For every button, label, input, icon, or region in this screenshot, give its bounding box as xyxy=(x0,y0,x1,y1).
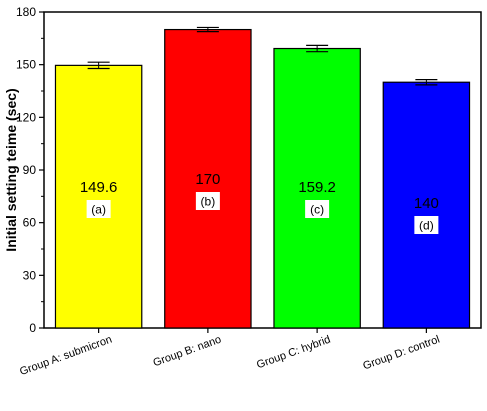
y-tick-label: 180 xyxy=(16,5,36,19)
letter-label: (c) xyxy=(310,203,324,217)
bar xyxy=(382,81,471,329)
letter-label: (a) xyxy=(91,203,106,217)
x-tick-label: Group D: control xyxy=(361,334,441,373)
letter-label: (d) xyxy=(419,219,434,233)
x-axis: Group A: submicron Group B: nano Group C: … xyxy=(18,328,441,378)
bars-group: 149.6 (a) 170 (b) 159.2 (c) 140 (d) xyxy=(54,26,471,329)
letter-badge xyxy=(414,216,439,234)
letter-label: (b) xyxy=(201,195,216,209)
data-label: 159.2 xyxy=(298,179,336,196)
y-tick-label: 90 xyxy=(23,163,37,177)
data-label: 170 xyxy=(195,171,220,188)
letter-badge xyxy=(305,200,330,218)
bar xyxy=(273,47,361,329)
y-tick-label: 60 xyxy=(23,216,37,230)
x-tick-label: Group C: hybrid xyxy=(255,334,332,372)
y-tick-label: 120 xyxy=(16,110,36,124)
data-label: 140 xyxy=(414,195,439,212)
x-tick-label: Group B: nano xyxy=(152,334,223,370)
letter-badge xyxy=(86,200,111,218)
letter-badge xyxy=(195,192,220,210)
x-tick-label: Group A: submicron xyxy=(18,334,113,379)
y-axis: 0 30 60 90 120 150 180 xyxy=(16,5,44,335)
y-tick-label: 30 xyxy=(23,268,37,282)
y-tick-label: 150 xyxy=(16,58,36,72)
bar xyxy=(54,64,143,329)
y-tick-label: 0 xyxy=(29,321,36,335)
data-label: 149.6 xyxy=(80,179,118,196)
y-axis-label: Initial setting teime (sec) xyxy=(3,88,19,251)
